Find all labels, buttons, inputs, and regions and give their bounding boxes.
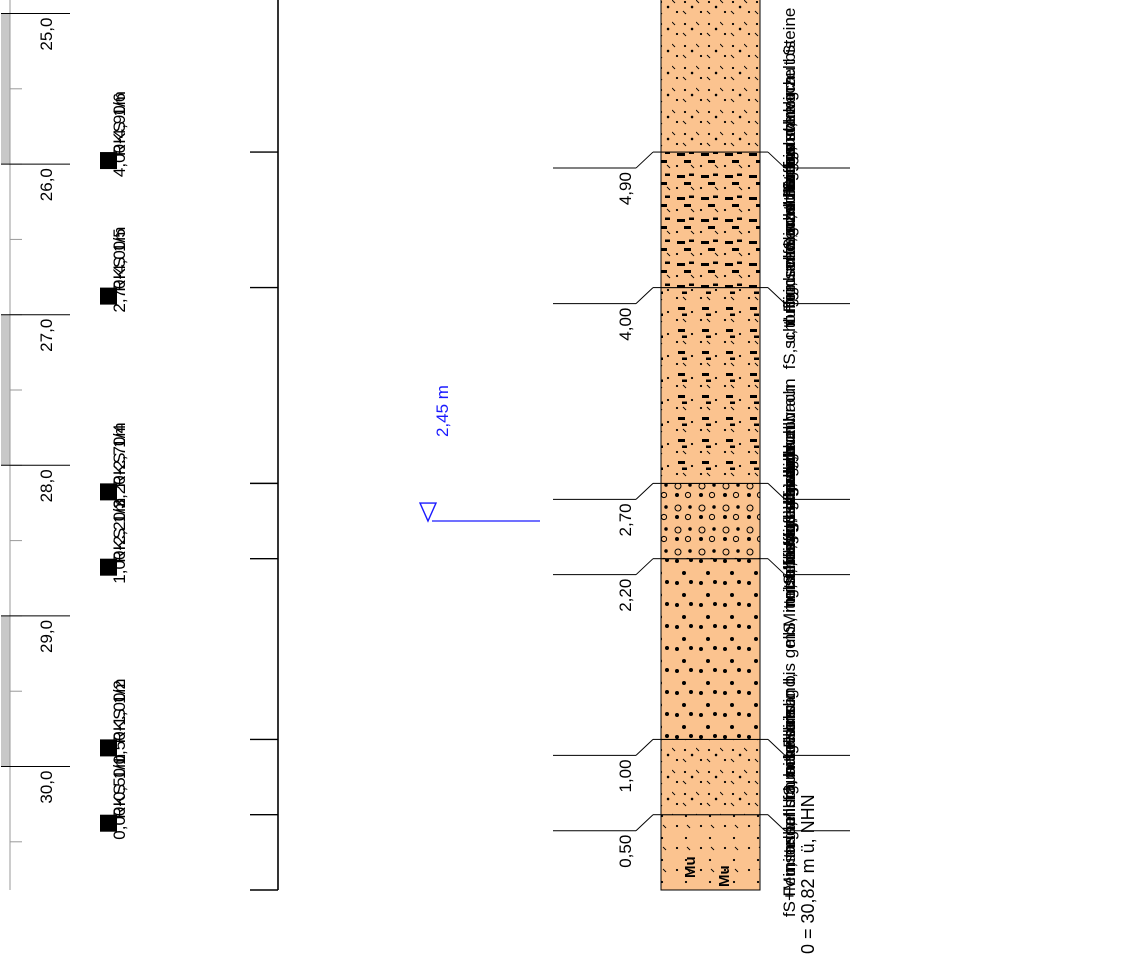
layer-description-line: feinsandig, schwach xyxy=(780,412,799,565)
depth-label: 1,00 xyxy=(616,759,635,792)
sample-range: 4,00-4,90m xyxy=(110,91,129,177)
sample-marker-icon xyxy=(100,814,117,832)
layer-description-line: schluffig, schwach xyxy=(780,211,799,349)
layer-description-line: Feinsand, xyxy=(780,822,799,897)
scale-label: 27,0 xyxy=(37,319,56,352)
scale-band xyxy=(1,164,10,315)
layer-description-line: fS, u, t' Feinsand, xyxy=(780,238,799,370)
layer-description-line: Mittelsand, xyxy=(780,545,799,627)
depth-leader xyxy=(635,287,654,304)
layer-description-line: grobsandig, schwach xyxy=(780,385,799,545)
layer-description-line: fS+Mu, ms, o' xyxy=(780,813,799,917)
layer-description-line: organisch beige bis xyxy=(780,709,799,855)
layer-description-line: feinkiesig hellbraun xyxy=(780,378,799,524)
sample-id: RKS 1/3 xyxy=(110,499,129,562)
sample-range: 2,70-4,00m xyxy=(110,227,129,313)
layer-description-line: schluffig bis stark xyxy=(780,103,799,234)
sample-marker-icon xyxy=(100,739,117,757)
scale-band xyxy=(1,766,10,890)
sample-marker-icon xyxy=(100,558,117,576)
scale-band xyxy=(1,0,10,14)
depth-labels: 0,501,002,202,704,004,907,00 xyxy=(553,151,661,868)
sample-range: 1,00-2,20m xyxy=(110,498,129,584)
scale-band xyxy=(1,615,10,767)
reference-elevation: 0 = 30,82 m ü, NHN xyxy=(798,794,818,954)
layer-description-line: grau vereinzelt Steine xyxy=(780,143,799,307)
soil-layer-pattern xyxy=(661,483,760,559)
layer-description-line: tonig dunkelgrau bis xyxy=(780,176,799,328)
sample-id: RKS 1/6 xyxy=(110,93,129,156)
soil-layer-pattern xyxy=(661,152,760,288)
soil-layer-pattern xyxy=(661,0,760,153)
scale-label: 25,0 xyxy=(37,18,56,51)
depth-leader xyxy=(635,558,654,576)
desc-leader xyxy=(767,814,786,832)
elevation-scale: 30,029,028,027,026,025,024,0 xyxy=(1,0,70,890)
scale-label: 30,0 xyxy=(37,771,56,804)
depth-label: 0,50 xyxy=(616,835,635,868)
layer-description-line: feinsandig hellbraun xyxy=(780,427,799,579)
depth-leader xyxy=(635,814,654,832)
sample-id: RKS 1/4 xyxy=(110,424,129,487)
scale-label: 28,0 xyxy=(37,469,56,502)
layer-description-line: mittelsandig, schwach xyxy=(780,710,799,876)
scale-label: 29,0 xyxy=(37,620,56,653)
depth-leader xyxy=(635,739,654,756)
layer-description-line: bis gelb xyxy=(780,445,799,504)
soil-column: Mu Mu xyxy=(660,0,761,891)
groundwater-triangle-icon xyxy=(418,502,438,523)
depth-leader xyxy=(635,151,654,169)
sample-id: RKS 1/1 xyxy=(110,755,129,818)
scale-band xyxy=(1,13,10,165)
sample-range: 0,00-0,50m xyxy=(110,754,129,840)
desc-leader xyxy=(767,739,786,756)
layer-description-line: schluffig, schwach xyxy=(780,448,799,586)
mu-symbol-icon: Mu xyxy=(682,856,699,878)
layer-description-line: mittelsandig xyxy=(780,689,799,780)
scale-label: 26,0 xyxy=(37,168,56,201)
depth-leader xyxy=(635,483,654,500)
layer-description-line: tonig dunkelgrau bis xyxy=(780,40,799,192)
layer-description-line: hellbraun xyxy=(780,765,799,835)
sample-id: RKS 1/2 xyxy=(110,680,129,743)
soil-layer-pattern xyxy=(661,814,760,890)
layer-descriptions: fS+Mu, ms, o'Feinsand,mittelsandig, schw… xyxy=(760,8,850,917)
sample-marker-icon xyxy=(100,483,117,501)
sample-marker-icon xyxy=(100,287,117,305)
layer-description-line: mittelkiesig, schwach xyxy=(780,447,799,607)
groundwater-label: 2,45 m xyxy=(433,385,452,437)
sample-marker-icon xyxy=(100,152,117,170)
depth-label: 4,90 xyxy=(616,172,635,205)
desc-leader xyxy=(767,483,786,500)
layer-description-line: schluffig, schwach xyxy=(780,76,799,214)
layer-description-line: fS, u, t' Feinsand, xyxy=(780,123,799,255)
groundwater-marker: 2,45 m xyxy=(418,385,540,523)
layer-description-line: grau vereinzelt Steine xyxy=(780,8,799,172)
scale-band xyxy=(1,314,10,466)
desc-leader xyxy=(767,558,786,576)
soil-layer-pattern xyxy=(661,558,760,740)
soil-layer-pattern xyxy=(661,739,760,815)
layer-description-line: hellbraun bis gelb xyxy=(780,626,799,759)
depth-label: 4,00 xyxy=(616,308,635,341)
layer-description-line: fS, ms Feinsand, xyxy=(780,673,799,801)
depth-label: 2,20 xyxy=(616,579,635,612)
scale-band xyxy=(1,465,10,616)
layer-description-line: mS, mg, u', fs', gs', fg' xyxy=(780,483,799,647)
sample-range: 2,20-2,70m xyxy=(110,422,129,508)
mu-symbol-icon: Mu xyxy=(716,865,733,887)
desc-leader xyxy=(767,287,786,304)
sample-id: RKS 1/5 xyxy=(110,228,129,291)
sample-range: 0,50-1,00m xyxy=(110,678,129,764)
soil-layer-pattern xyxy=(661,287,760,484)
depth-label: 2,70 xyxy=(616,503,635,536)
desc-leader xyxy=(767,151,786,169)
layer-description-line: mS, fs Mittelsand, xyxy=(780,464,799,599)
